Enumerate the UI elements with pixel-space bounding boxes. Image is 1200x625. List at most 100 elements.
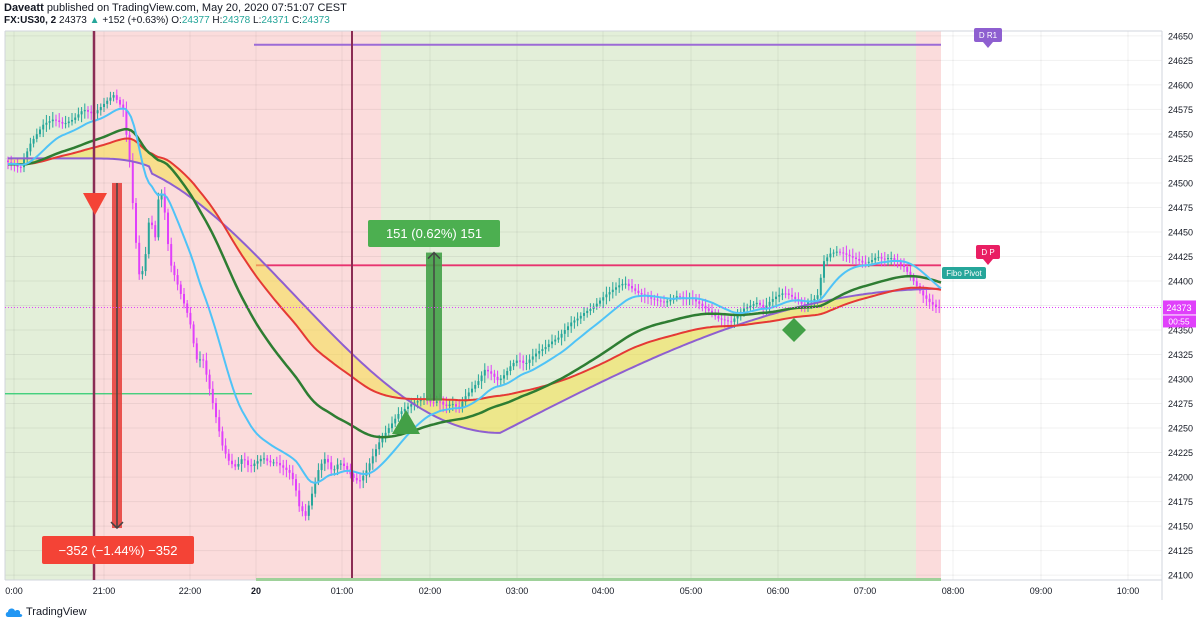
candle-body [586, 310, 589, 314]
candle-body [250, 465, 253, 467]
candle-body [480, 375, 483, 382]
candle-body [343, 463, 345, 466]
candle-body [474, 384, 477, 389]
candle-body [176, 275, 179, 285]
x-tick-label: 05:00 [680, 586, 703, 596]
candle-body [877, 257, 880, 259]
tradingview-brand: TradingView [26, 606, 87, 618]
red-ema-line [7, 137, 942, 402]
candle-body [451, 404, 454, 406]
candle-body [832, 252, 835, 254]
candle-body [890, 258, 893, 260]
candle-body [199, 359, 201, 361]
candle-body [291, 472, 294, 480]
y-tick-label: 24350 [1168, 326, 1193, 336]
y-tick-label: 24575 [1168, 105, 1193, 115]
tradingview-logo[interactable]: TradingView [5, 606, 87, 618]
y-tick-label: 24650 [1168, 31, 1193, 41]
candle-body [698, 301, 701, 304]
candle-body [179, 284, 182, 294]
publish-info: published on TradingView.com, May 20, 20… [46, 2, 347, 14]
candle-body [519, 360, 521, 362]
candle-body [80, 111, 83, 115]
candle-body [407, 406, 409, 409]
candle-body [195, 343, 198, 360]
candle-body [880, 257, 883, 259]
candle-body [275, 462, 278, 464]
candle-body [624, 283, 627, 285]
candle-body [675, 296, 678, 299]
candle-body [378, 442, 381, 450]
candle-body [163, 193, 166, 213]
pivot-r1-badge [974, 28, 1002, 42]
candle-body [717, 316, 720, 319]
candle-body [839, 251, 841, 253]
candle-body [307, 505, 310, 516]
price-chart[interactable]: 24100 24125 24150 24175 24200 24225 24250 24275… [0, 0, 1200, 602]
candle-body [157, 199, 160, 238]
fibo-pivot-label: Fibo Pivot [946, 269, 982, 278]
y-tick-label: 24475 [1168, 203, 1193, 213]
candle-body [243, 459, 246, 461]
symbol-name[interactable]: FX:US30, 2 [4, 15, 57, 26]
last-price: 24373 [59, 15, 87, 26]
high-label: H: [212, 15, 223, 26]
y-tick-label: 24425 [1168, 252, 1193, 262]
candle-body [151, 222, 153, 226]
measure-up-arrow-icon [427, 251, 441, 260]
candle-body [387, 428, 390, 433]
candle-body [330, 462, 333, 470]
candle-body [32, 138, 35, 144]
candle-body [599, 300, 601, 304]
candle-body [531, 356, 534, 360]
pivot-r1-label: D R1 [979, 31, 998, 40]
pivot-r1-pointer-icon [983, 42, 993, 48]
candle-body [768, 301, 771, 306]
candle-body [339, 463, 342, 465]
candle-body [138, 242, 141, 275]
y-tick-label: 24175 [1168, 497, 1193, 507]
author-name[interactable]: Daveatt [4, 2, 44, 14]
candle-body [544, 347, 547, 350]
candle-body [813, 298, 816, 301]
candle-body [743, 308, 745, 312]
candle-body [269, 460, 272, 463]
candle-body [71, 119, 73, 122]
candle-body [464, 396, 467, 402]
candle-body [29, 143, 32, 152]
candle-body [77, 114, 80, 118]
open-value: 24377 [181, 15, 210, 26]
y-tick-label: 24125 [1168, 546, 1193, 556]
candle-body [611, 289, 614, 293]
candle-body [864, 262, 867, 264]
price-tag-label: 24373 [1166, 303, 1191, 313]
candle-body [579, 315, 582, 319]
measure-down-arrow-icon [110, 521, 124, 530]
measure-down-label: −352 (−1.44%) −352 [59, 543, 178, 558]
y-tick-label: 24275 [1168, 399, 1193, 409]
candle-body [784, 293, 787, 295]
tradingview-cloud-icon [5, 608, 23, 618]
candle-body [115, 95, 118, 100]
candle-body [871, 260, 873, 262]
candle-body [515, 360, 518, 363]
candle-body [183, 293, 185, 304]
candle-body [563, 330, 566, 334]
candle-body [400, 411, 403, 414]
candle-body [816, 295, 819, 299]
y-tick-label: 24300 [1168, 375, 1193, 385]
candle-body [304, 511, 307, 516]
candle-body [560, 333, 563, 338]
pivot-p-badge [976, 245, 1000, 259]
candle-body [96, 110, 99, 114]
sell-triangle-icon [83, 193, 107, 215]
candle-body [141, 271, 144, 275]
candle-body [282, 465, 285, 468]
candle-body [787, 293, 790, 295]
candle-body [602, 297, 605, 301]
candle-body [259, 458, 262, 462]
fibo-pivot-badge [942, 267, 986, 279]
candle-body [439, 401, 441, 403]
candle-body [912, 276, 915, 282]
candle-body [394, 418, 397, 424]
